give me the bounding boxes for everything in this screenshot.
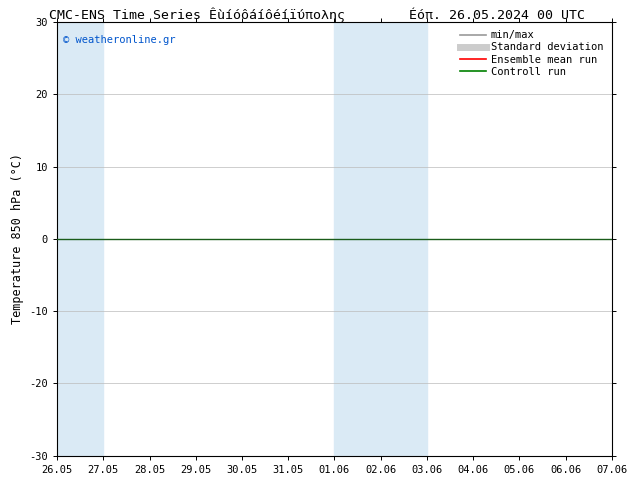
Text: CMC-ENS Time Series Êùíóôáíôéíïύπολης        Éóπ. 26.05.2024 00 UTC: CMC-ENS Time Series Êùíóôáíôéíïύπολης Éó… [49,7,585,22]
Bar [335,22,427,456]
Y-axis label: Temperature 850 hPa (°C): Temperature 850 hPa (°C) [11,153,23,324]
Legend: min/max, Standard deviation, Ensemble mean run, Controll run: min/max, Standard deviation, Ensemble me… [456,27,607,80]
Bar [57,22,103,456]
Text: © weatheronline.gr: © weatheronline.gr [63,35,175,45]
